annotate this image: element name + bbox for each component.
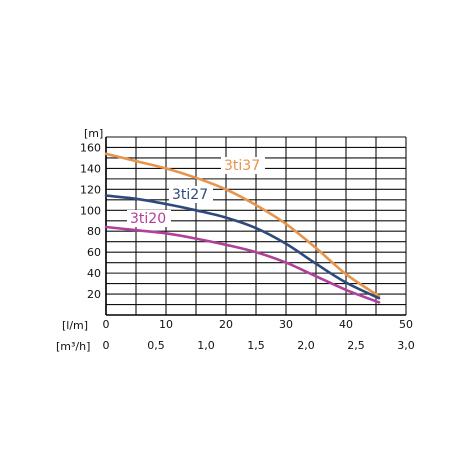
x2-tick-label: 1,0: [197, 339, 215, 352]
x-tick-label: 10: [159, 318, 173, 331]
x2-tick-label: 0,5: [147, 339, 165, 352]
x2-tick-label: 2,5: [347, 339, 365, 352]
y-tick-label: 160: [80, 141, 101, 154]
x2-tick-label: 3,0: [397, 339, 415, 352]
y-tick-label: 40: [87, 267, 101, 280]
series-layer: [104, 152, 381, 304]
series-label-background: [127, 210, 171, 227]
x2-tick-label: 1,5: [247, 339, 265, 352]
x-tick-label: 0: [103, 318, 110, 331]
x2-unit-label: [m³/h]: [56, 340, 90, 353]
labels-layer: 3ti37 3ti27 3ti20: [127, 157, 265, 227]
y-tick-label: 20: [87, 288, 101, 301]
series-label-3ti20: 3ti20: [130, 211, 166, 227]
axes: 20 40 60 80 100 120 140 160 0 10 20 30 40 50 0 0,5 1,0 1,…: [80, 137, 415, 352]
y-tick-label: 80: [87, 225, 101, 238]
x-tick-label: 30: [279, 318, 293, 331]
series-line-3ti20: [104, 225, 381, 304]
x-tick-label: 50: [399, 318, 413, 331]
y-unit-label: [m]: [84, 127, 103, 140]
series-line-3ti27: [104, 194, 381, 300]
x2-tick-label: 0: [103, 339, 110, 352]
y-tick-label: 120: [80, 183, 101, 196]
series-line-3ti37: [104, 152, 381, 298]
x2-tick-label: 2,0: [297, 339, 315, 352]
x-tick-label: 40: [339, 318, 353, 331]
series-label-background: [221, 157, 265, 174]
series-label-3ti27: 3ti27: [172, 187, 208, 203]
series-label-3ti37: 3ti37: [224, 158, 260, 174]
x-unit-label: [l/m]: [62, 319, 88, 332]
series-label-background: [169, 186, 213, 203]
y-tick-label: 140: [80, 162, 101, 175]
y-tick-label: 60: [87, 246, 101, 259]
x-tick-label: 20: [219, 318, 233, 331]
y-tick-label: 100: [80, 204, 101, 217]
